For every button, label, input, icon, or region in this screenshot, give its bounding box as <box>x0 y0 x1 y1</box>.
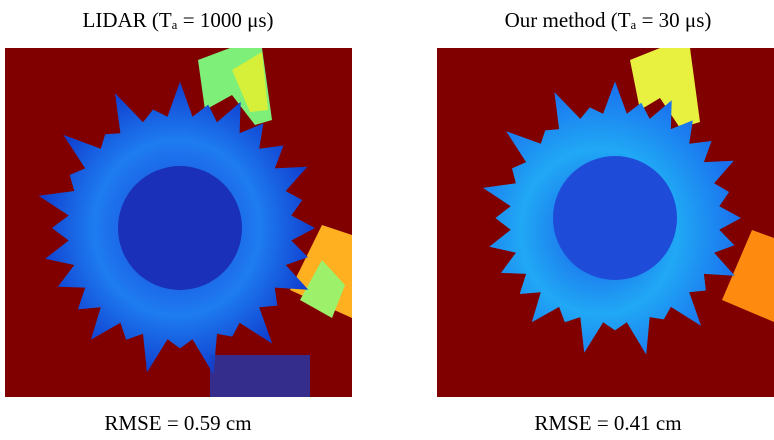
flower-disk <box>553 156 677 280</box>
panel-caption: RMSE = 0.59 cm <box>104 411 251 435</box>
panel-right: Our method (Tₐ = 30 μs) RMSE = 0.41 cm <box>437 8 774 435</box>
flower <box>483 81 741 355</box>
flower-disk <box>118 166 242 290</box>
background-object <box>630 48 700 128</box>
background-object <box>722 230 774 322</box>
background-object <box>232 52 268 112</box>
flower <box>38 81 315 375</box>
vase <box>210 355 310 397</box>
background-object <box>300 260 345 318</box>
panel-caption: RMSE = 0.41 cm <box>534 411 681 435</box>
panel-title: LIDAR (Tₐ = 1000 μs) <box>83 8 274 32</box>
panel-title: Our method (Tₐ = 30 μs) <box>505 8 712 32</box>
panel-left: LIDAR (Tₐ = 1000 μs) RMSE = 0.59 cm <box>5 8 352 435</box>
